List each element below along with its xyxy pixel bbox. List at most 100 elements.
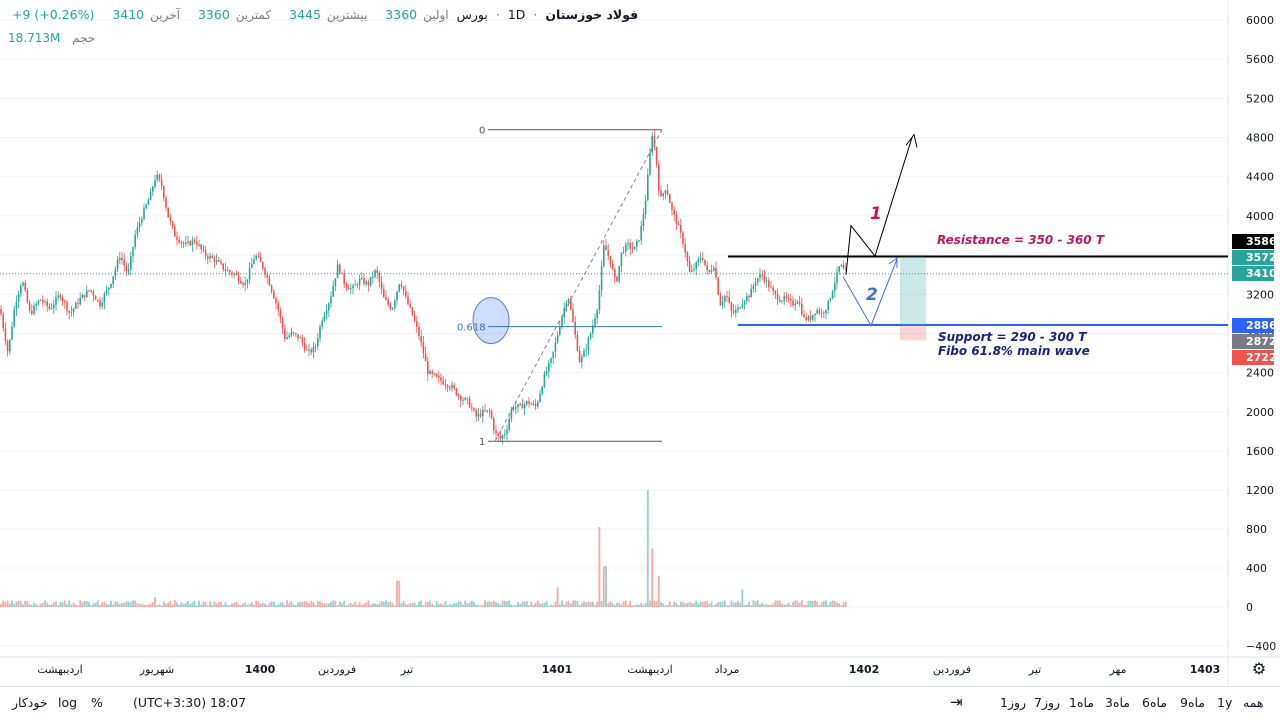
candle-body bbox=[587, 338, 590, 350]
volume-bar bbox=[246, 604, 249, 607]
volume-bar bbox=[756, 600, 759, 607]
range-7d[interactable]: 7روز bbox=[1034, 695, 1061, 710]
volume-bar bbox=[820, 602, 823, 607]
candle-body bbox=[372, 276, 374, 278]
candle-body bbox=[609, 255, 612, 265]
candle-body bbox=[464, 398, 466, 400]
candle-body bbox=[398, 284, 400, 292]
volume-bar bbox=[204, 602, 207, 607]
volume-bar bbox=[424, 602, 427, 607]
settings-gear-icon[interactable]: ⚙ bbox=[1251, 659, 1267, 678]
range-1y[interactable]: 1y bbox=[1217, 695, 1233, 710]
volume-header: حجم 18.713M bbox=[8, 31, 95, 45]
candle-body bbox=[132, 247, 134, 257]
candle-body bbox=[638, 240, 640, 242]
high-label: بیشترین bbox=[326, 8, 368, 22]
volume-bar bbox=[789, 605, 792, 607]
candle-body bbox=[746, 295, 748, 301]
wave-1-path bbox=[845, 137, 913, 275]
candles bbox=[0, 129, 847, 445]
candle-body bbox=[4, 328, 7, 342]
auto-scale-toggle[interactable]: خودکار bbox=[12, 695, 48, 710]
volume-bar bbox=[213, 601, 216, 607]
dot-separator: · bbox=[533, 7, 538, 22]
close-label: آخرین bbox=[150, 8, 180, 22]
chart-grid bbox=[0, 0, 1280, 686]
volume-bar bbox=[831, 600, 834, 607]
dot-separator: · bbox=[495, 7, 500, 22]
wave-2-arrowhead bbox=[888, 257, 898, 268]
volume-bar bbox=[646, 490, 649, 607]
volume-bar bbox=[723, 600, 726, 607]
range-1d[interactable]: 1روز bbox=[1000, 695, 1027, 710]
volume-bar bbox=[59, 601, 62, 607]
volume-bar bbox=[605, 566, 607, 607]
volume-bar bbox=[787, 602, 790, 607]
candle-body bbox=[317, 338, 319, 347]
candle-body bbox=[603, 245, 605, 267]
volume-bar bbox=[316, 600, 319, 607]
volume-bar bbox=[833, 601, 836, 607]
volume-bar bbox=[598, 527, 601, 607]
candle-body bbox=[660, 190, 662, 197]
volume-bar bbox=[748, 602, 750, 607]
candle-body bbox=[600, 266, 603, 291]
candle-body bbox=[801, 303, 803, 315]
candle-body bbox=[231, 272, 233, 275]
volume-bar bbox=[574, 600, 577, 607]
interval[interactable]: 1D bbox=[507, 7, 526, 22]
volume-bar bbox=[101, 602, 104, 607]
candle-body bbox=[215, 260, 218, 262]
candle-body bbox=[79, 298, 81, 305]
volume-bar bbox=[140, 603, 143, 607]
candle-body bbox=[754, 282, 757, 287]
volume-bar bbox=[657, 575, 660, 607]
volume-bar bbox=[132, 600, 134, 607]
candle-body bbox=[424, 353, 427, 362]
candle-body bbox=[805, 317, 807, 321]
volume-bar bbox=[719, 602, 722, 607]
volume-bar bbox=[354, 601, 357, 607]
time-tick-label: شهریور bbox=[139, 663, 174, 676]
candle-body bbox=[803, 314, 805, 318]
volume-bar bbox=[561, 600, 563, 607]
date-range-icon[interactable]: ⇥ bbox=[950, 693, 963, 711]
candle-body bbox=[451, 384, 453, 389]
candle-body bbox=[22, 282, 24, 286]
candle-body bbox=[59, 295, 62, 298]
low-value: 3360 bbox=[197, 7, 230, 22]
candle-body bbox=[570, 299, 572, 310]
candle-body bbox=[479, 413, 482, 417]
volume-bar bbox=[613, 604, 616, 607]
volume-bar bbox=[785, 604, 788, 607]
candle-body bbox=[416, 321, 418, 327]
price-chart[interactable]: 0 0.618 1 1 2 Resistance = 350 - 360 T Support… bbox=[0, 0, 1280, 686]
volume-bar bbox=[396, 580, 398, 607]
candle-body bbox=[774, 291, 777, 294]
range-1m[interactable]: 1ماه bbox=[1069, 695, 1095, 710]
volume-bar bbox=[770, 605, 772, 607]
candle-body bbox=[460, 396, 462, 401]
candle-body bbox=[625, 244, 627, 252]
candle-body bbox=[176, 236, 178, 240]
percent-scale-toggle[interactable]: % bbox=[91, 695, 103, 710]
volume-bar bbox=[389, 600, 392, 607]
range-all[interactable]: همه bbox=[1243, 695, 1264, 710]
candle-body bbox=[255, 256, 257, 260]
candle-body bbox=[702, 258, 704, 260]
symbol-name[interactable]: فولاد خوزستان bbox=[545, 7, 639, 22]
range-9m[interactable]: 9ماه bbox=[1180, 695, 1206, 710]
range-6m[interactable]: 6ماه bbox=[1142, 695, 1168, 710]
candle-body bbox=[642, 214, 645, 227]
close-value: 3410 bbox=[112, 7, 145, 22]
log-scale-toggle[interactable]: log bbox=[58, 695, 78, 710]
volume-bar bbox=[578, 605, 581, 607]
range-3m[interactable]: 3ماه bbox=[1105, 695, 1131, 710]
volume-bar bbox=[343, 600, 346, 607]
timezone-clock[interactable]: (UTC+3:30) 18:07 bbox=[133, 695, 247, 710]
candle-body bbox=[809, 316, 812, 320]
volume-bar bbox=[286, 600, 288, 607]
candle-body bbox=[336, 264, 339, 279]
candle-body bbox=[275, 298, 277, 304]
price-tick-label: 3200 bbox=[1246, 288, 1274, 301]
